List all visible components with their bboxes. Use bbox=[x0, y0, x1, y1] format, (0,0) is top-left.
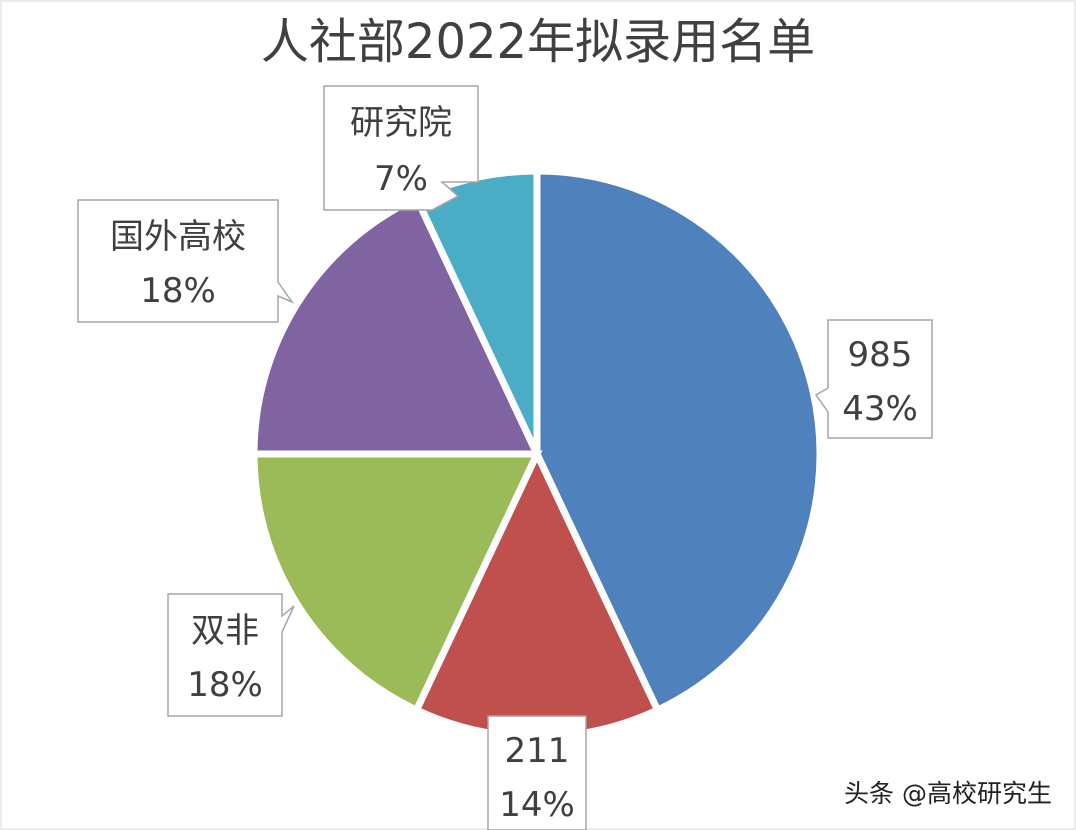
label-category-yanjiuyuan: 研究院 bbox=[350, 103, 452, 143]
watermark-text: 头条 @高校研究生 bbox=[844, 779, 1052, 808]
label-category-shuangfei: 双非 bbox=[191, 611, 259, 651]
label-value-guowai: 18% bbox=[140, 271, 216, 311]
label-value-yanjiuyuan: 7% bbox=[374, 159, 428, 199]
data-label-guowai: 国外高校 18% bbox=[77, 199, 295, 323]
data-label-shuangfei: 双非 18% bbox=[167, 593, 295, 717]
pie-slice-985 bbox=[533, 167, 824, 715]
label-value-211: 14% bbox=[499, 785, 575, 825]
chart-title: 人社部2022年拟录用名单 bbox=[261, 14, 815, 70]
callout-box-guowai bbox=[77, 199, 295, 323]
callout-box-211 bbox=[487, 715, 587, 830]
pie-slice-guowai bbox=[250, 193, 543, 458]
pie-slice-shuangfei bbox=[250, 450, 543, 715]
callout-box-985 bbox=[814, 319, 933, 439]
label-value-985: 43% bbox=[842, 389, 918, 429]
data-label-985: 985 43% bbox=[814, 319, 933, 439]
callout-box-shuangfei bbox=[167, 593, 295, 717]
callout-box-yanjiuyuan bbox=[323, 85, 479, 211]
data-label-yanjiuyuan: 研究院 7% bbox=[323, 85, 479, 211]
label-category-211: 211 bbox=[505, 731, 570, 771]
label-value-shuangfei: 18% bbox=[187, 665, 263, 705]
pie-slices bbox=[250, 167, 824, 741]
label-category-985: 985 bbox=[848, 335, 913, 375]
label-category-guowai: 国外高校 bbox=[110, 217, 246, 257]
data-label-211: 211 14% bbox=[487, 715, 587, 830]
